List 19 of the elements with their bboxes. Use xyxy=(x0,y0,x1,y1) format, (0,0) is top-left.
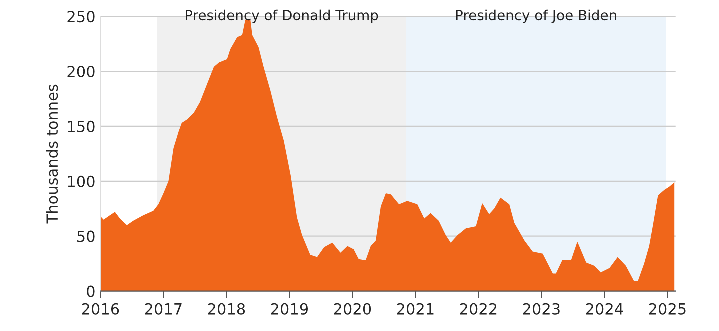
y-tick-label: 250 xyxy=(68,11,95,23)
y-axis-title: Thousands tonnes xyxy=(46,84,58,224)
x-tick-label: 2019 xyxy=(271,303,308,315)
y-tick-label: 100 xyxy=(68,176,95,188)
band-label: Presidency of Joe Biden xyxy=(456,10,616,24)
x-tick-label: 2023 xyxy=(523,303,560,315)
y-tick-label: 50 xyxy=(78,230,95,242)
y-tick-label: 0 xyxy=(87,286,95,298)
x-tick-label: 2018 xyxy=(208,303,246,315)
x-tick-label: 2022 xyxy=(460,303,497,315)
x-tick-label: 2016 xyxy=(82,303,120,315)
y-tick-label: 150 xyxy=(68,120,95,132)
x-tick-label: 2017 xyxy=(145,303,182,315)
y-tick-label: 200 xyxy=(68,66,95,78)
x-tick-label: 2021 xyxy=(397,303,434,315)
band-label: Presidency of Donald Trump xyxy=(186,10,378,24)
x-tick-label: 2025 xyxy=(649,303,686,315)
x-tick-label: 2024 xyxy=(586,303,624,315)
x-tick-label: 2020 xyxy=(334,303,372,315)
